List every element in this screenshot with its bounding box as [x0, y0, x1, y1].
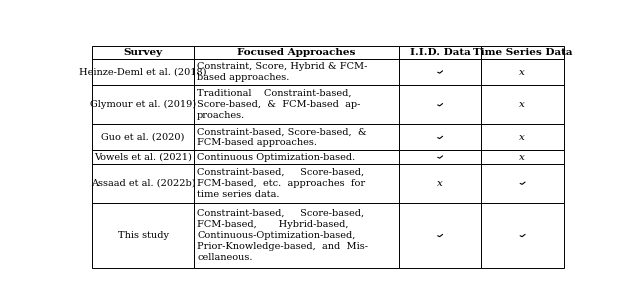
Text: Constraint-based, Score-based,  &
FCM-based approaches.: Constraint-based, Score-based, & FCM-bas…	[197, 127, 367, 147]
Bar	[92, 150, 194, 164]
Bar	[481, 124, 564, 150]
Bar	[399, 164, 481, 203]
Text: Heinze-Deml et al. (2018): Heinze-Deml et al. (2018)	[79, 67, 207, 77]
Bar	[92, 46, 194, 59]
Bar	[92, 164, 194, 203]
Bar	[194, 203, 399, 268]
Bar	[481, 164, 564, 203]
Text: Time Series Data: Time Series Data	[472, 48, 572, 57]
Bar	[92, 124, 194, 150]
Bar	[399, 124, 481, 150]
Bar	[481, 59, 564, 85]
Text: x: x	[520, 133, 525, 142]
Text: I.I.D. Data: I.I.D. Data	[410, 48, 470, 57]
Bar	[92, 203, 194, 268]
Text: Glymour et al. (2019): Glymour et al. (2019)	[90, 100, 196, 109]
Bar	[481, 85, 564, 124]
Text: Vowels et al. (2021): Vowels et al. (2021)	[94, 153, 192, 161]
Bar	[194, 85, 399, 124]
Text: Survey: Survey	[124, 48, 163, 57]
Bar	[399, 203, 481, 268]
Text: Assaad et al. (2022b): Assaad et al. (2022b)	[91, 179, 195, 188]
Text: Constraint-based,     Score-based,
FCM-based,       Hybrid-based,
Continuous-Opt: Constraint-based, Score-based, FCM-based…	[197, 209, 368, 262]
Bar	[399, 85, 481, 124]
Bar	[481, 150, 564, 164]
Bar	[481, 46, 564, 59]
Bar	[194, 59, 399, 85]
Text: Guo et al. (2020): Guo et al. (2020)	[101, 133, 185, 142]
Bar	[194, 46, 399, 59]
Text: x: x	[437, 179, 443, 188]
Text: Continuous Optimization-based.: Continuous Optimization-based.	[197, 153, 355, 161]
Text: Focused Approaches: Focused Approaches	[237, 48, 355, 57]
Bar	[194, 150, 399, 164]
Text: x: x	[520, 100, 525, 109]
Text: x: x	[520, 153, 525, 161]
Text: Traditional    Constraint-based,
Score-based,  &  FCM-based  ap-
proaches.: Traditional Constraint-based, Score-base…	[197, 89, 360, 120]
Text: x: x	[520, 67, 525, 77]
Bar	[194, 164, 399, 203]
Bar	[92, 59, 194, 85]
Bar	[399, 59, 481, 85]
Bar	[399, 150, 481, 164]
Text: Constraint-based,     Score-based,
FCM-based,  etc.  approaches  for
time series: Constraint-based, Score-based, FCM-based…	[197, 168, 365, 199]
Text: Constraint, Score, Hybrid & FCM-
based approaches.: Constraint, Score, Hybrid & FCM- based a…	[197, 62, 367, 82]
Bar	[92, 85, 194, 124]
Bar	[481, 203, 564, 268]
Bar	[194, 124, 399, 150]
Bar	[399, 46, 481, 59]
Text: This study: This study	[118, 231, 168, 240]
